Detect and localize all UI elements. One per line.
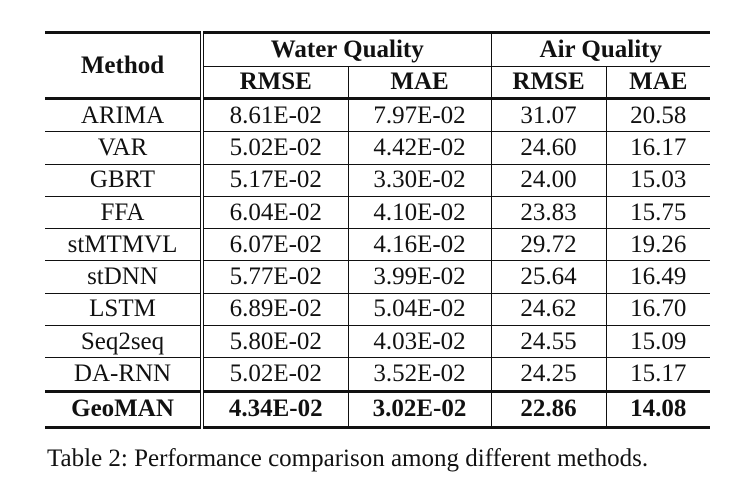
air-rmse-cell: 25.64 [491, 260, 607, 294]
water-mae-cell: 3.99E-02 [348, 260, 492, 294]
table-row: LSTM 6.89E-02 5.04E-02 24.62 16.70 [45, 292, 711, 326]
air-mae-cell: 16.49 [606, 260, 711, 294]
water-quality-header: Water Quality [202, 31, 492, 67]
water-mae-cell: 4.03E-02 [348, 325, 492, 358]
method-name-cell: VAR [45, 131, 204, 165]
water-mae-cell: 3.30E-02 [348, 163, 492, 197]
table-body: ARIMA 8.61E-02 7.97E-02 31.07 20.58 VAR 5.02E-… [45, 98, 711, 392]
water-rmse-cell: 5.02E-02 [202, 357, 349, 392]
water-rmse-cell: 5.77E-02 [202, 260, 349, 294]
air-mae-header: MAE [606, 66, 711, 100]
water-rmse-cell: 6.07E-02 [202, 228, 349, 261]
water-rmse-cell: 6.89E-02 [202, 292, 349, 326]
method-name-cell: LSTM [45, 292, 204, 326]
water-rmse-cell: 6.04E-02 [202, 195, 349, 229]
method-header: Method [45, 31, 204, 100]
air-mae-cell: 20.58 [630, 101, 687, 129]
air-rmse-cell: 24.55 [491, 325, 607, 358]
air-rmse-cell: 24.00 [491, 163, 607, 197]
best-air-rmse: 22.86 [491, 389, 607, 429]
air-mae-cell: 15.75 [606, 195, 711, 229]
water-mae-cell: 3.52E-02 [348, 357, 492, 392]
water-rmse-cell: 5.80E-02 [202, 325, 349, 358]
air-quality-header: Air Quality [491, 31, 711, 67]
best-method-row: GeoMAN 4.34E-02 3.02E-02 22.86 14.08 [45, 389, 711, 429]
table-row: stDNN 5.77E-02 3.99E-02 25.64 16.49 [45, 260, 711, 294]
air-rmse-cell: 24.60 [491, 131, 607, 165]
air-rmse-cell: 23.83 [491, 195, 607, 229]
method-name-cell: DA-RNN [45, 357, 204, 392]
air-mae-cell: 15.17 [606, 357, 711, 392]
best-method-name: GeoMAN [45, 389, 204, 429]
air-mae-cell: 16.70 [606, 292, 711, 326]
air-rmse-cell: 24.25 [491, 357, 607, 392]
method-name-cell: stDNN [45, 260, 204, 294]
method-name-cell: Seq2seq [45, 325, 204, 358]
table-row: GBRT 5.17E-02 3.30E-02 24.00 15.03 [45, 163, 711, 197]
water-mae-cell: 4.10E-02 [348, 195, 492, 229]
water-rmse-cell: 5.02E-02 [202, 131, 349, 165]
performance-comparison-table: Method Water Quality Air Quality RMSE MA… [45, 31, 711, 429]
air-rmse-cell: 24.62 [491, 292, 607, 326]
table-caption: Table 2: Performance comparison among di… [47, 445, 649, 472]
water-mae-cell: 5.04E-02 [348, 292, 492, 326]
air-rmse-cell: 31.07 [491, 98, 607, 132]
best-water-mae: 3.02E-02 [348, 389, 492, 429]
water-mae-header: MAE [348, 66, 492, 100]
table-row: stMTMVL 6.07E-02 4.16E-02 29.72 19.26 [45, 228, 711, 261]
group-header-row: Method Water Quality Air Quality [45, 31, 711, 100]
air-mae-cell: 19.26 [606, 228, 711, 261]
water-rmse-header: RMSE [202, 66, 349, 100]
air-mae-cell: 15.03 [606, 163, 711, 197]
method-name-cell: stMTMVL [45, 228, 204, 261]
water-mae-cell: 4.16E-02 [348, 228, 492, 261]
best-water-rmse: 4.34E-02 [202, 389, 349, 429]
table-row: FFA 6.04E-02 4.10E-02 23.83 15.75 [45, 195, 711, 229]
results-table-container: Method Water Quality Air Quality RMSE MA… [45, 31, 711, 429]
water-rmse-cell: 5.17E-02 [202, 163, 349, 197]
table-row: Seq2seq 5.80E-02 4.03E-02 24.55 15.09 [45, 325, 711, 358]
water-mae-cell: 7.97E-02 [348, 98, 492, 132]
metric-header-row: RMSE MAE RMSE MAE [45, 66, 711, 100]
air-mae-cell: 16.17 [606, 131, 711, 165]
method-name-cell: GBRT [45, 163, 204, 197]
best-air-mae: 14.08 [606, 389, 711, 429]
table-row: ARIMA 8.61E-02 7.97E-02 31.07 20.58 [45, 98, 710, 132]
table-row: VAR 5.02E-02 4.42E-02 24.60 16.17 [45, 131, 711, 165]
water-rmse-cell: 8.61E-02 [202, 98, 349, 132]
air-rmse-cell: 29.72 [491, 228, 607, 261]
method-name-cell: ARIMA [45, 98, 204, 132]
table-row: DA-RNN 5.02E-02 3.52E-02 24.25 15.17 [45, 357, 711, 392]
method-name-cell: FFA [45, 195, 204, 229]
air-mae-cell: 15.09 [606, 325, 711, 358]
air-rmse-header: RMSE [491, 66, 607, 100]
water-mae-cell: 4.42E-02 [348, 131, 492, 165]
